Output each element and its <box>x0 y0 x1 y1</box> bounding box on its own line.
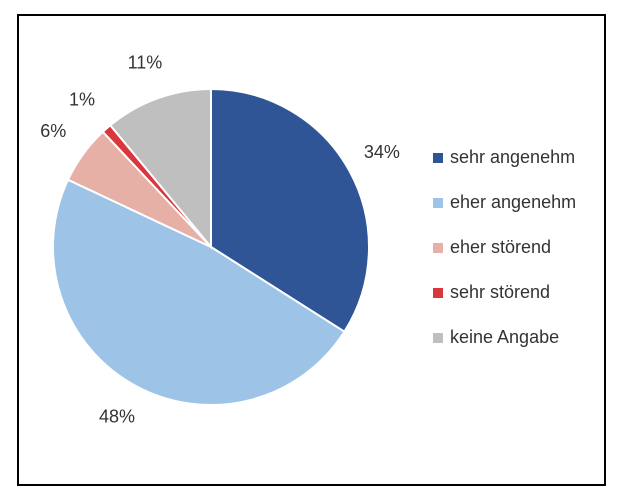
data-label: 34% <box>364 142 400 162</box>
legend-swatch <box>433 243 443 253</box>
data-label: 48% <box>99 407 135 427</box>
data-label: 1% <box>69 89 95 109</box>
legend-label: eher störend <box>450 237 551 257</box>
legend-swatch <box>433 333 443 343</box>
legend-label: eher angenehm <box>450 192 576 212</box>
legend-swatch <box>433 198 443 208</box>
data-label: 11% <box>128 52 163 72</box>
legend-label: keine Angabe <box>450 327 559 347</box>
legend-swatch <box>433 153 443 163</box>
pie-slice <box>52 178 346 406</box>
legend-label: sehr störend <box>450 282 550 302</box>
pie-slice <box>108 87 212 250</box>
data-label: 6% <box>40 121 66 141</box>
legend-swatch <box>433 288 443 298</box>
legend-label: sehr angenehm <box>450 147 575 167</box>
